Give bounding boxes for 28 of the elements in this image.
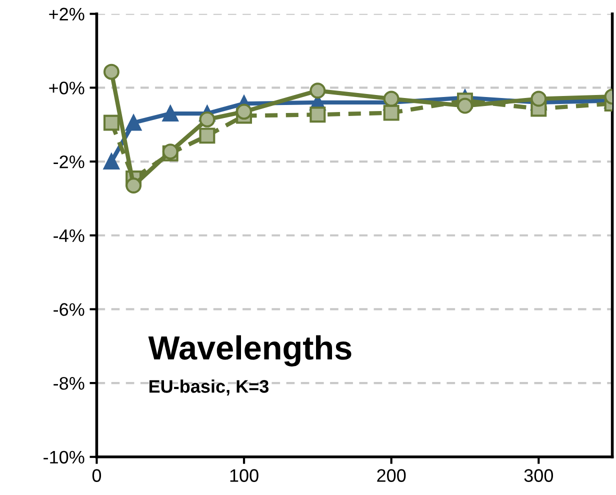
point <box>199 128 216 144</box>
point <box>310 106 326 123</box>
y-tick-label: +0% <box>49 82 84 94</box>
point <box>236 104 252 120</box>
y-tick-label: -6% <box>54 303 84 316</box>
point <box>199 111 216 128</box>
point <box>310 82 326 99</box>
point <box>383 90 400 107</box>
y-tick-label: -2% <box>54 155 84 168</box>
x-tick-label: 200 <box>377 469 406 482</box>
point <box>126 178 142 194</box>
y-tick-label: -8% <box>54 376 84 390</box>
annotation: Wavelengths <box>148 335 352 366</box>
x-tick-label: 0 <box>92 469 102 482</box>
point <box>126 114 142 131</box>
y-tick-label: -10% <box>44 450 84 464</box>
point <box>383 104 400 121</box>
y-tick-label: -4% <box>54 229 84 242</box>
point <box>457 98 473 114</box>
point <box>103 114 120 131</box>
x-tick-label: 300 <box>524 469 554 482</box>
point <box>162 106 178 122</box>
x-tick-label: 100 <box>230 469 258 482</box>
annotation: EU-basic, K=3 <box>149 380 269 396</box>
y-tick-label: +2% <box>49 8 84 21</box>
point <box>530 90 547 107</box>
point <box>103 64 120 80</box>
point <box>103 154 120 170</box>
